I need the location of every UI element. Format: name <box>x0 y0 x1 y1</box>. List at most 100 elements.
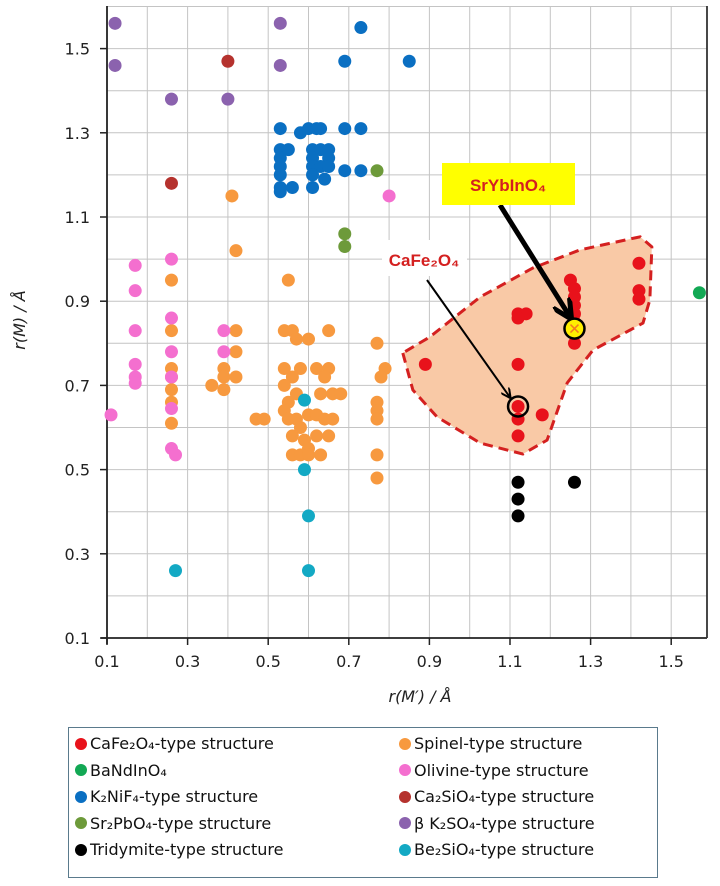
sryb-label: SrYbInO₄ <box>470 176 546 195</box>
data-point <box>257 412 271 426</box>
y-tick-label: 1.5 <box>65 40 90 59</box>
data-point <box>273 185 287 199</box>
shaded-region <box>401 235 654 456</box>
y-tick-label: 0.1 <box>65 629 90 648</box>
data-point <box>128 258 142 272</box>
data-point <box>164 324 178 338</box>
data-point <box>281 273 295 287</box>
data-point <box>229 324 243 338</box>
data-point <box>217 383 231 397</box>
legend-item: Ca₂SiO₄-type structure <box>399 787 594 806</box>
data-point <box>128 357 142 371</box>
cafe-arrow <box>426 279 510 397</box>
data-point <box>370 448 384 462</box>
legend-label: β K₂SO₄-type structure <box>414 813 595 833</box>
data-point <box>108 58 122 72</box>
data-point <box>318 172 332 186</box>
data-point <box>229 345 243 359</box>
data-point <box>511 357 525 371</box>
data-point <box>314 448 328 462</box>
data-point <box>169 448 183 462</box>
data-point <box>302 564 315 578</box>
data-point <box>104 408 118 422</box>
data-point <box>302 509 315 523</box>
cafe2o4-region <box>401 235 654 456</box>
data-point <box>306 168 320 182</box>
data-point <box>169 564 183 578</box>
data-point <box>164 92 178 106</box>
legend-item: Olivine-type structure <box>399 761 589 780</box>
data-point <box>370 471 384 485</box>
legend-marker-icon <box>75 737 87 750</box>
data-point <box>302 448 315 462</box>
legend-marker-icon <box>399 737 411 750</box>
y-tick-label: 0.9 <box>65 292 90 311</box>
data-point <box>164 273 178 287</box>
data-point <box>402 54 416 68</box>
data-point <box>164 252 178 266</box>
data-point <box>306 181 320 195</box>
data-point <box>285 370 299 384</box>
data-point <box>632 256 646 270</box>
data-point <box>205 378 219 392</box>
data-point <box>293 421 307 434</box>
data-point <box>511 429 525 443</box>
legend-label: Olivine-type structure <box>414 760 589 780</box>
legend-item: Spinel-type structure <box>399 734 582 753</box>
data-point <box>314 387 328 401</box>
legend-label: Be₂SiO₄-type structure <box>414 840 595 859</box>
data-point <box>108 16 122 30</box>
data-point <box>326 412 340 426</box>
x-tick-label: 0.1 <box>94 652 119 671</box>
data-point <box>370 336 384 350</box>
legend-item: BaNdInO₄ <box>75 761 167 780</box>
data-point <box>338 164 352 178</box>
legend-item: Tridymite-type structure <box>75 840 283 859</box>
y-tick-label: 1.1 <box>65 208 90 227</box>
legend-label: BaNdInO₄ <box>90 760 167 780</box>
annotations: CaFe₂O₄ SrYbInO₄ <box>382 163 586 418</box>
x-tick-label: 0.7 <box>336 652 361 671</box>
legend-item: CaFe₂O₄-type structure <box>75 734 274 753</box>
data-point <box>289 332 303 346</box>
legend-label: Ca₂SiO₄-type structure <box>414 787 595 806</box>
axes: 0.1 0.3 0.5 0.7 0.9 1.1 1.3 1.5 0.1 0.3 0.5 0.7 0.9 1… <box>65 6 708 671</box>
data-points <box>104 16 706 578</box>
y-tick-label: 0.3 <box>65 545 90 564</box>
legend-item: K₂NiF₄-type structure <box>75 787 258 806</box>
data-point <box>354 21 368 35</box>
data-point <box>310 429 324 443</box>
data-point <box>297 393 311 407</box>
data-point <box>322 159 336 173</box>
data-point <box>567 475 581 489</box>
data-point <box>354 122 368 136</box>
sryb-cross-icon <box>569 324 580 334</box>
y-axis-label: r(M) / Å <box>10 290 29 349</box>
data-point <box>273 122 287 136</box>
legend-label: K₂NiF₄-type structure <box>90 787 259 806</box>
data-point <box>128 324 142 338</box>
x-tick-label: 0.9 <box>417 652 442 671</box>
data-point <box>273 168 287 182</box>
data-point <box>293 362 307 376</box>
cafe-label: CaFe₂O₄ <box>389 251 459 270</box>
legend-item: β K₂SO₄-type structure <box>399 814 595 833</box>
legend-marker-icon <box>75 843 87 856</box>
sryb-arrow <box>497 203 570 318</box>
data-point <box>318 370 332 384</box>
data-point <box>164 383 178 397</box>
y-tick-label: 0.7 <box>65 376 90 395</box>
legend-label: Sr₂PbO₄-type structure <box>90 813 272 833</box>
data-point <box>277 362 291 376</box>
data-point <box>277 378 291 392</box>
data-point <box>164 370 178 384</box>
x-tick-label: 1.1 <box>497 652 522 671</box>
data-point <box>217 345 231 359</box>
data-point <box>285 181 299 195</box>
data-point <box>302 332 315 346</box>
data-point <box>338 239 352 253</box>
data-point <box>314 122 328 136</box>
data-point <box>221 54 235 68</box>
data-point <box>322 324 336 338</box>
